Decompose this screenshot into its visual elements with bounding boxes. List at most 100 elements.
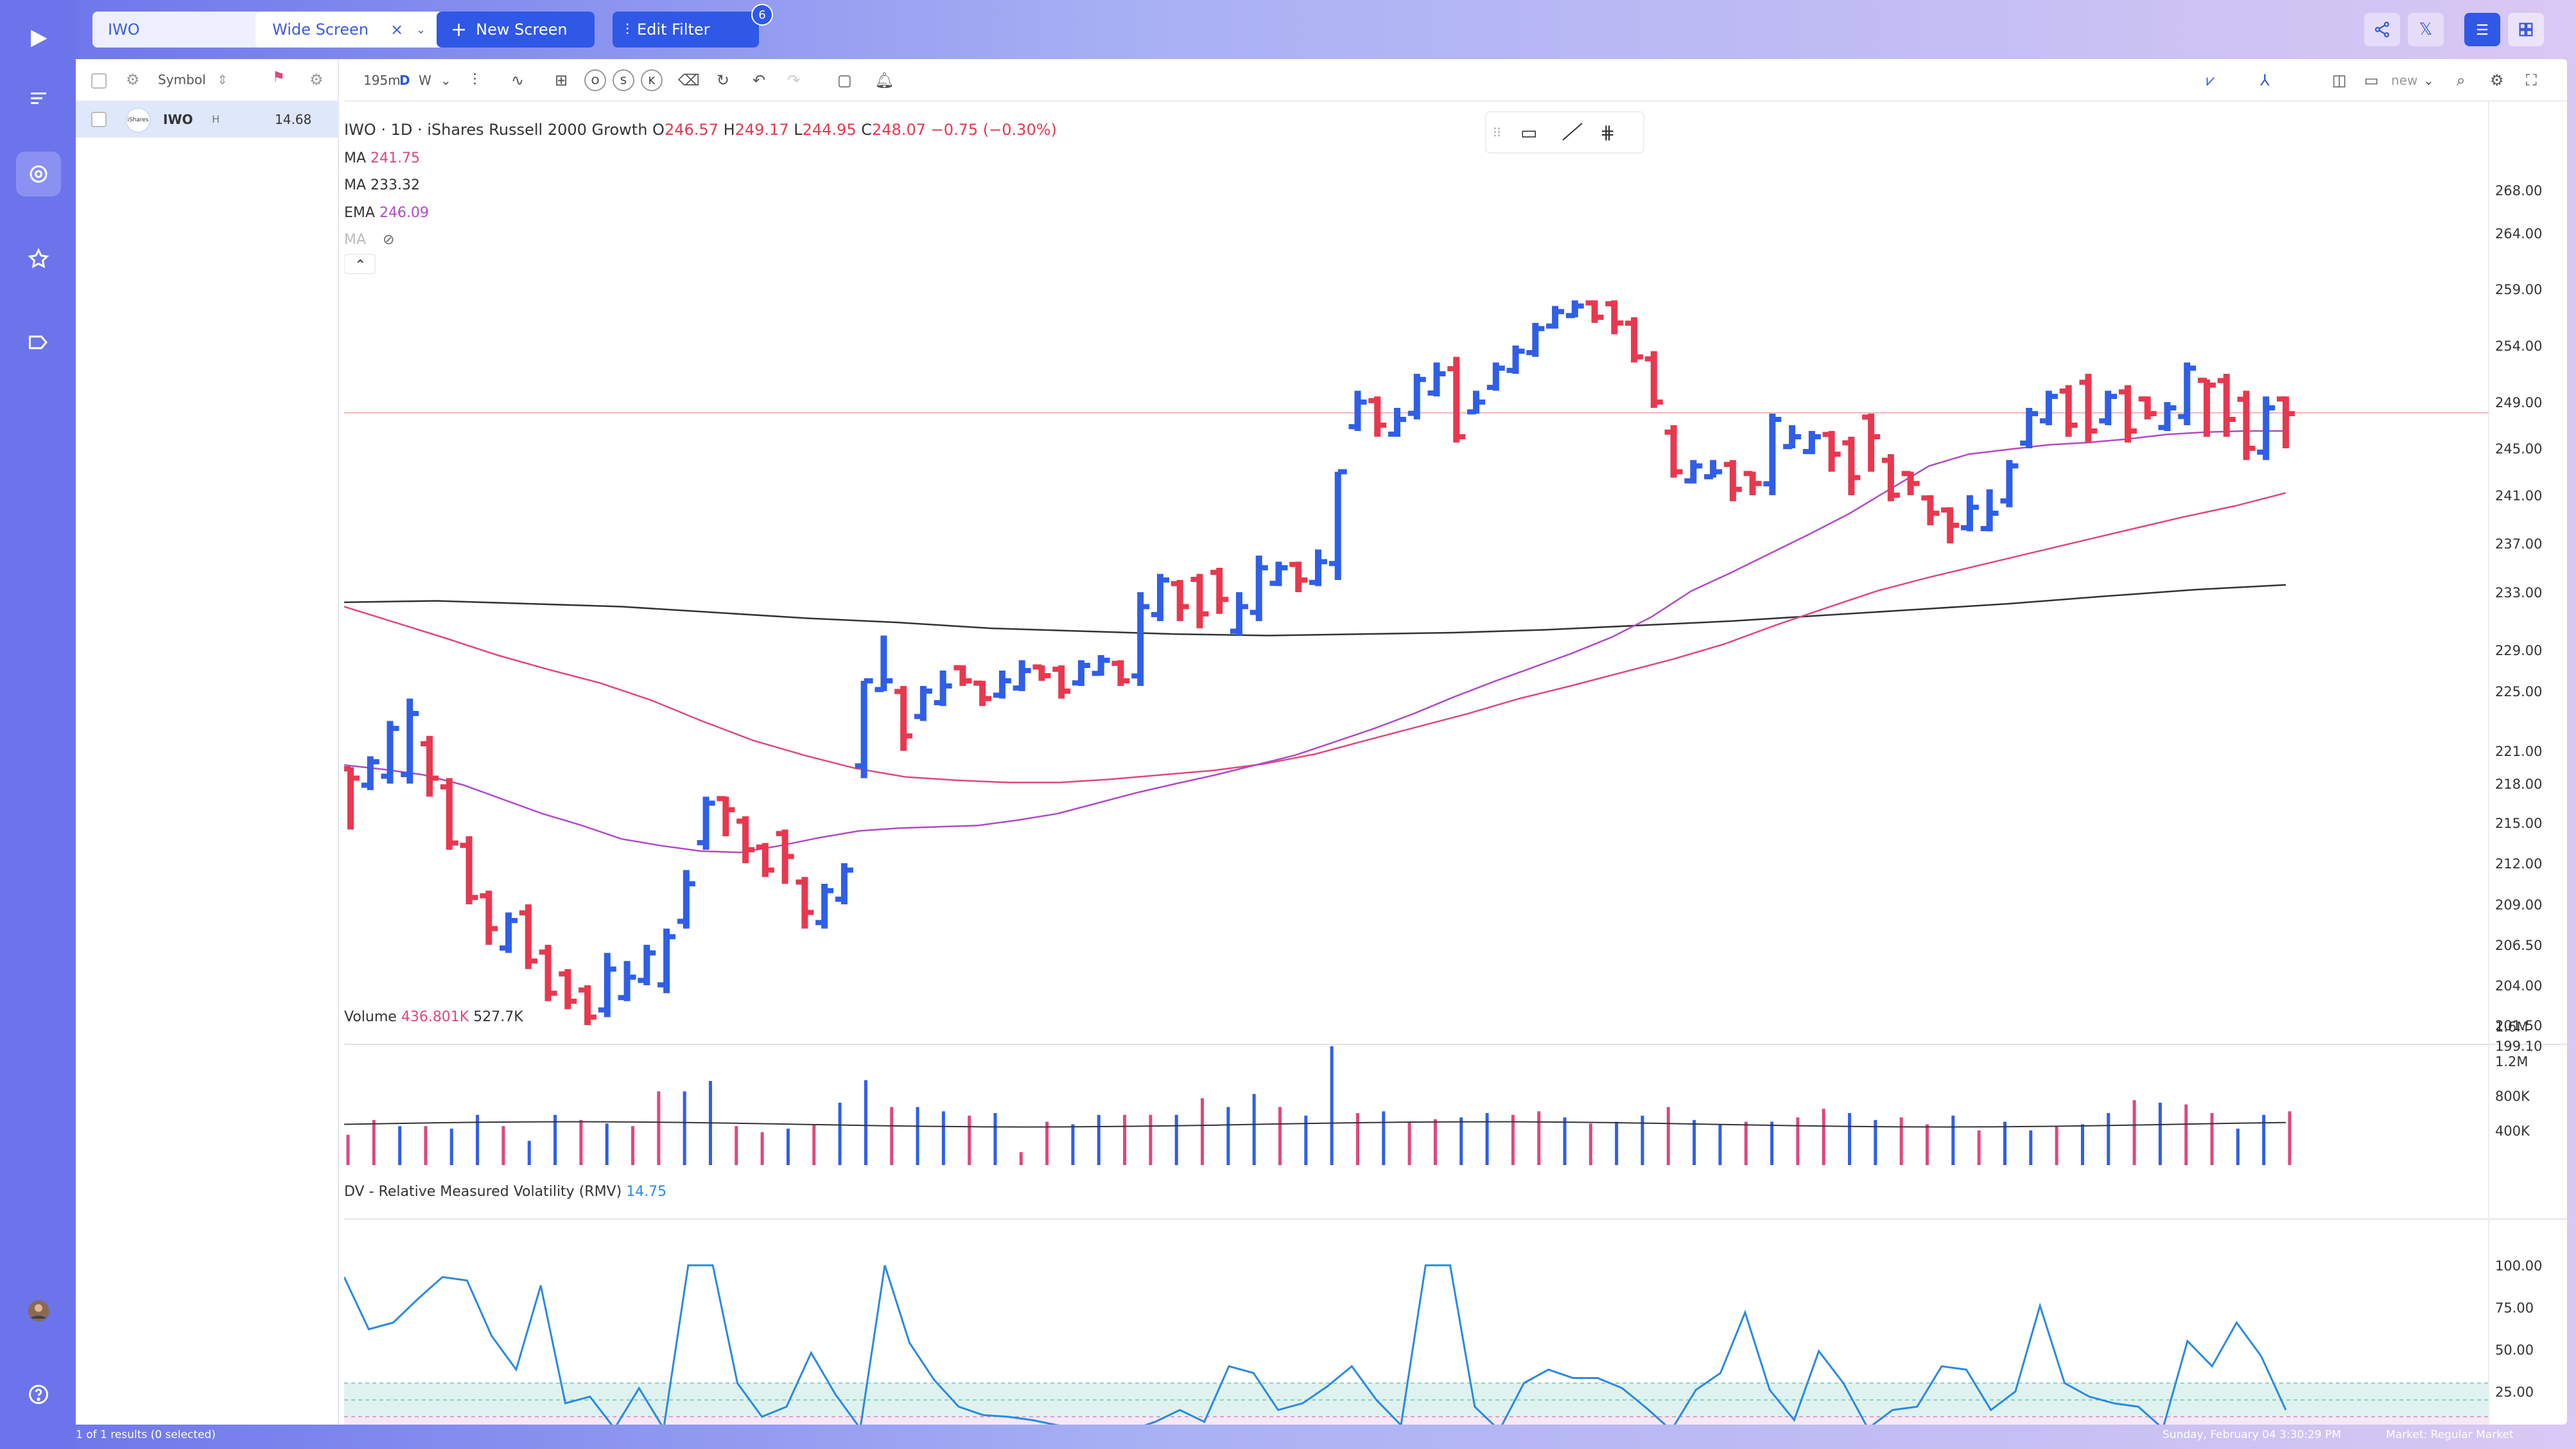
collapse-legend-button[interactable] <box>344 254 376 274</box>
tab-symbol-label: IWO <box>108 21 140 39</box>
ohlc-bar <box>1171 580 1189 621</box>
price-tick-label: 199.10 <box>2495 1039 2542 1054</box>
price-chart[interactable]: 268.00 264.00 259.00 254.00 249.00 245.00 241.… <box>344 101 2567 1425</box>
layout-icon[interactable]: ◫ <box>2332 71 2347 89</box>
volume-tick-label: 1.6M <box>2495 1019 2528 1035</box>
price-tick-label: 209.00 <box>2495 897 2542 913</box>
eraser-icon[interactable]: ⌫ <box>678 71 700 89</box>
compare-icon[interactable]: ⅄ <box>2260 71 2270 89</box>
ohlc-bar <box>1763 414 1782 495</box>
ohlc-bar <box>1941 507 1960 543</box>
symbol-column-header[interactable]: Symbol <box>158 72 206 87</box>
help-icon[interactable] <box>16 1372 61 1417</box>
star-icon[interactable] <box>16 236 61 281</box>
fullscreen-icon[interactable]: ⛶ <box>2526 71 2537 89</box>
edit-filter-button[interactable]: ⫶ Edit Filter <box>613 12 759 48</box>
tag-icon[interactable] <box>16 320 61 365</box>
chevron-down-icon[interactable]: ⌄ <box>440 73 451 88</box>
ohlc-bar <box>1348 391 1367 431</box>
share-icon[interactable] <box>2364 13 2400 46</box>
bar-type-icon[interactable]: ⫶ <box>473 70 477 90</box>
ohlc-bar <box>1822 431 1841 472</box>
ohlc-bar <box>1546 306 1565 329</box>
indicators-icon[interactable]: ∿ <box>511 71 525 89</box>
row-symbol: IWO <box>163 112 193 127</box>
chevron-down-icon[interactable]: ⌄ <box>416 22 426 37</box>
ohlc-bar <box>2000 460 2019 507</box>
alert-bell-icon[interactable]: 🔔︎ <box>875 71 894 89</box>
list-view-icon[interactable] <box>2464 13 2500 46</box>
close-icon[interactable]: × <box>390 21 404 39</box>
eye-hidden-icon[interactable]: ⊘ <box>383 232 394 248</box>
price-tick-label: 204.00 <box>2495 978 2542 994</box>
legend-title: IWO · 1D · iShares Russell 2000 Growth O… <box>344 121 1057 139</box>
volume-legend[interactable]: Volume 436.801K 527.7K <box>344 1009 523 1025</box>
row-checkbox[interactable] <box>91 112 107 127</box>
market-status[interactable]: Market: Regular Market <box>2386 1428 2514 1441</box>
redo-icon[interactable]: ↷ <box>787 71 801 89</box>
plus-icon: + <box>451 18 467 41</box>
volume-tick-label: 400K <box>2495 1123 2530 1139</box>
settings-icon[interactable]: ⚙ <box>309 71 324 89</box>
drag-handle-icon[interactable]: ⠿ <box>1492 125 1502 141</box>
menu-icon[interactable] <box>16 76 61 121</box>
ohlc-bar <box>1269 561 1288 586</box>
ohlc-bar <box>460 836 478 904</box>
select-all-checkbox[interactable] <box>91 73 107 89</box>
ohlc-bar <box>2099 391 2118 425</box>
ohlc-bar <box>1190 574 1209 629</box>
screener-icon[interactable] <box>16 152 61 197</box>
templates-icon[interactable]: ⊞ <box>555 71 568 89</box>
ohlc-bar <box>519 904 537 969</box>
ohlc-bar <box>1862 414 1881 472</box>
ohlc-bar <box>875 635 893 692</box>
o-button[interactable]: O <box>584 69 606 91</box>
ohlc-bar <box>421 735 439 797</box>
gear-icon[interactable]: ⚙ <box>126 71 140 89</box>
price-tick-label: 212.00 <box>2495 856 2542 872</box>
ohlc-bar <box>2197 378 2216 437</box>
ma3-legend[interactable]: MA <box>344 232 366 248</box>
ohlc-bar <box>361 756 379 791</box>
ohlc-bar <box>1901 471 1920 495</box>
refresh-icon[interactable]: ↻ <box>717 71 730 89</box>
ohlc-bar <box>993 671 1011 699</box>
chart-panel: 195m D W ⌄ ⫶ ∿ ⊞ O S K ⌫ ↻ ↶ ↷ ▢ 🔔︎ ⩗ ⅄ … <box>344 59 2567 1425</box>
ma2-legend[interactable]: MA 233.32 <box>344 177 420 193</box>
ema-legend[interactable]: EMA 246.09 <box>344 205 429 221</box>
new-screen-button[interactable]: + New Screen <box>437 12 595 48</box>
ohlc-bar <box>2118 385 2137 443</box>
left-sidebar <box>0 0 76 1449</box>
folder-icon[interactable]: ▭ <box>2364 71 2379 89</box>
ohlc-bar <box>2237 391 2256 461</box>
chevron-down-icon[interactable]: ⌄ <box>2423 73 2434 88</box>
avatar[interactable] <box>16 1288 61 1333</box>
ma-pink-line <box>344 492 2286 784</box>
snapshot-icon[interactable]: ▢ <box>837 71 852 89</box>
comment-icon[interactable]: ▭ <box>1520 122 1537 143</box>
volume-tick-label: 800K <box>2495 1089 2530 1104</box>
sort-icon[interactable]: ⇕ <box>217 72 228 87</box>
rmv-legend[interactable]: DV - Relative Measured Volatility (RMV) … <box>344 1184 666 1200</box>
grid-view-icon[interactable] <box>2508 13 2544 46</box>
ohlc-bar <box>2178 362 2197 425</box>
daily-button[interactable]: D <box>399 73 410 88</box>
undo-icon[interactable]: ↶ <box>753 71 766 89</box>
chart-style-icon[interactable]: ⩗ <box>2206 71 2215 89</box>
logo-icon[interactable] <box>16 16 61 61</box>
ma1-legend[interactable]: MA 241.75 <box>344 150 420 166</box>
zoom-icon[interactable]: ⌕ <box>2457 71 2466 89</box>
layout-name[interactable]: new <box>2391 73 2418 88</box>
s-button[interactable]: S <box>613 69 634 91</box>
x-twitter-icon[interactable]: 𝕏 <box>2408 13 2444 46</box>
settings-icon[interactable]: ⚙ <box>2490 71 2504 89</box>
list-item[interactable]: iShares IWO H 14.68 <box>76 101 339 137</box>
fib-icon[interactable]: ⋕ <box>1600 122 1615 143</box>
price-tick-label: 229.00 <box>2495 643 2542 658</box>
ohlc-bar <box>401 698 419 784</box>
weekly-button[interactable]: W <box>419 73 431 88</box>
interval-button[interactable]: 195m <box>363 73 401 88</box>
trend-line-icon[interactable] <box>1562 123 1583 141</box>
rs-column-icon[interactable]: ⚑ <box>272 69 285 85</box>
k-button[interactable]: K <box>641 69 663 91</box>
